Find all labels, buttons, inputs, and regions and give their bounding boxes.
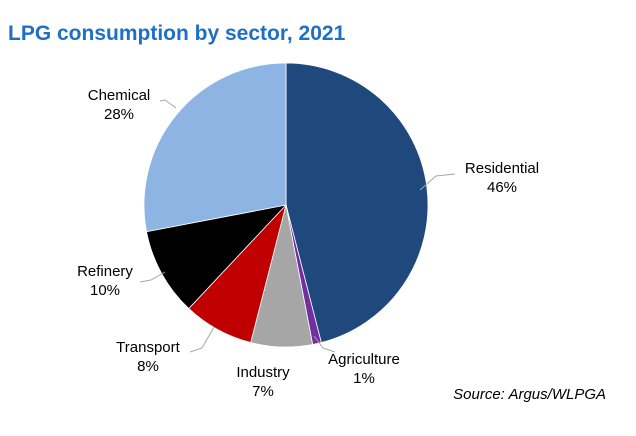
leader-line-chemical	[159, 99, 177, 109]
leader-line-transport	[189, 326, 215, 353]
slice-label-chemical: Chemical	[88, 87, 151, 104]
pie-slices	[143, 62, 429, 348]
leader-line-agriculture	[313, 335, 336, 353]
slice-label-agriculture: Agriculture	[328, 351, 400, 368]
slice-value-agriculture: 1%	[353, 370, 375, 387]
slice-value-chemical: 28%	[104, 106, 134, 123]
slice-labels: Residential 46% Agriculture 1% Industry 7% Tra…	[77, 87, 539, 400]
source-note: Source: Argus/WLPGA	[453, 386, 606, 403]
leader-line-refinery	[139, 271, 166, 283]
pie-slice-residential	[285, 62, 429, 344]
slice-label-residential: Residential	[465, 160, 539, 177]
slice-label-industry: Industry	[236, 364, 290, 381]
chart-title: LPG consumption by sector, 2021	[8, 22, 346, 45]
slice-value-refinery: 10%	[90, 282, 120, 299]
pie-slice-chemical	[143, 62, 287, 233]
slice-value-transport: 8%	[137, 358, 159, 375]
slice-label-refinery: Refinery	[77, 263, 133, 280]
slice-value-residential: 46%	[487, 179, 517, 196]
slice-value-industry: 7%	[252, 383, 274, 400]
leader-lines	[139, 99, 456, 353]
leader-line-residential	[419, 173, 456, 191]
slice-label-transport: Transport	[116, 339, 180, 356]
